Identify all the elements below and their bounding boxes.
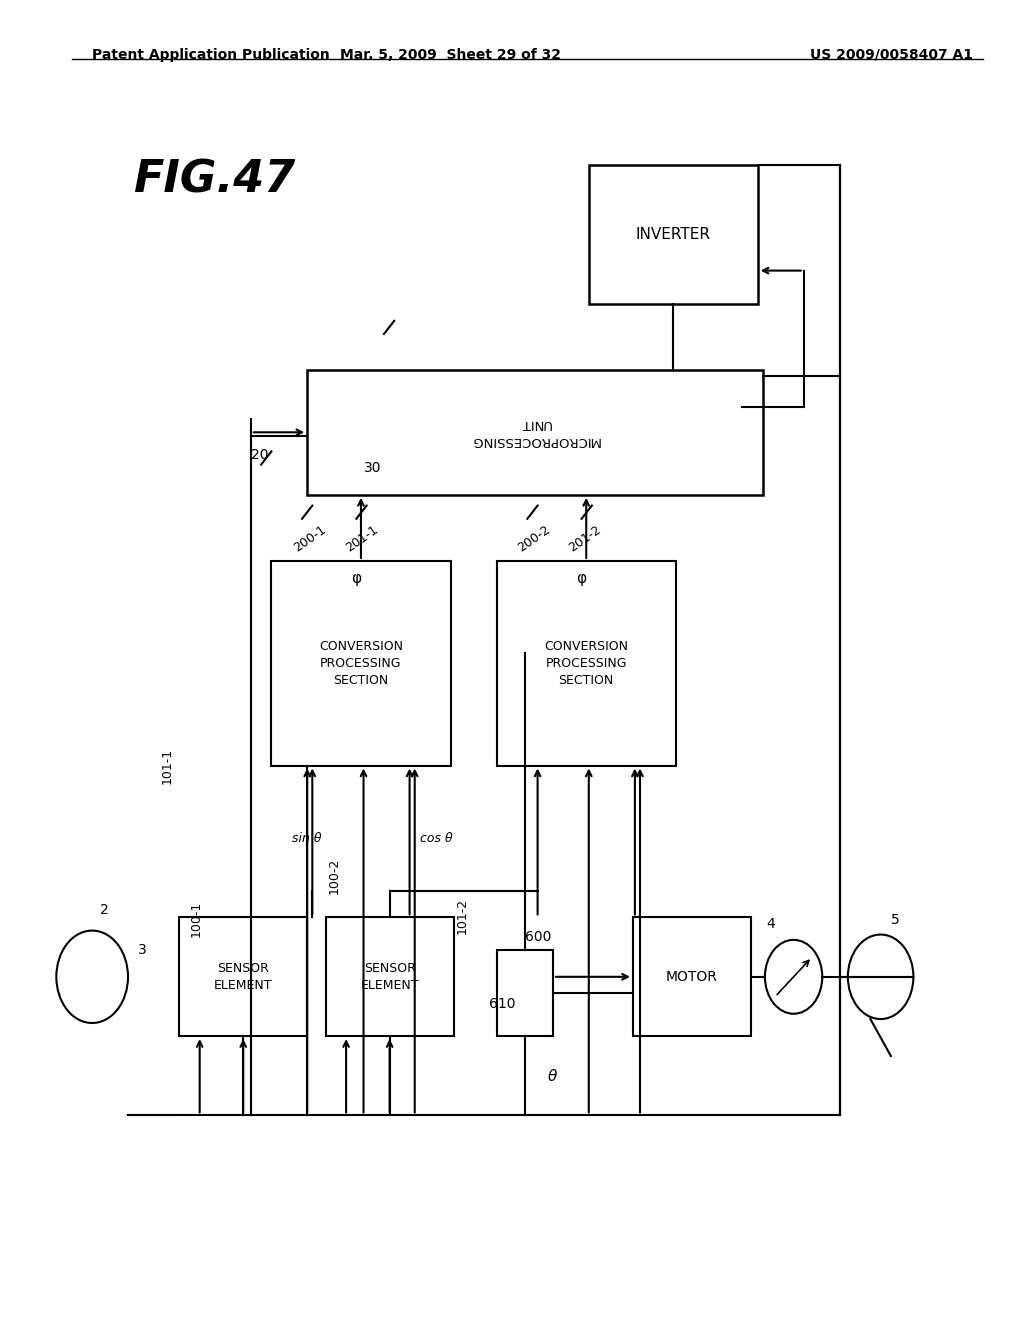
Bar [271, 561, 451, 766]
Text: MOTOR: MOTOR [666, 970, 718, 983]
Bar [307, 370, 763, 495]
Text: SENSOR
ELEMENT: SENSOR ELEMENT [214, 962, 272, 991]
Bar [179, 917, 307, 1036]
Text: 2: 2 [100, 903, 110, 917]
Text: US 2009/0058407 A1: US 2009/0058407 A1 [810, 48, 973, 62]
Text: 30: 30 [364, 461, 381, 475]
Text: cos θ: cos θ [420, 832, 453, 845]
Text: 200-1: 200-1 [292, 523, 329, 554]
Bar [497, 561, 676, 766]
Text: 4: 4 [766, 916, 775, 931]
Text: 600: 600 [525, 929, 552, 944]
Text: Patent Application Publication: Patent Application Publication [92, 48, 330, 62]
Text: 100-2: 100-2 [328, 858, 341, 894]
Text: CONVERSION
PROCESSING
SECTION: CONVERSION PROCESSING SECTION [318, 640, 403, 686]
Text: 610: 610 [488, 997, 515, 1011]
Bar [633, 917, 751, 1036]
Text: INVERTER: INVERTER [636, 227, 711, 242]
Text: Mar. 5, 2009  Sheet 29 of 32: Mar. 5, 2009 Sheet 29 of 32 [340, 48, 561, 62]
Text: 20: 20 [251, 447, 268, 462]
Text: CONVERSION
PROCESSING
SECTION: CONVERSION PROCESSING SECTION [544, 640, 629, 686]
Bar [589, 165, 758, 304]
Text: θ: θ [548, 1069, 557, 1084]
Text: MICROPROCESSING
UNIT: MICROPROCESSING UNIT [470, 417, 600, 447]
Text: 101-1: 101-1 [161, 747, 174, 784]
Text: sin θ: sin θ [292, 832, 322, 845]
Bar [326, 917, 454, 1036]
Bar [497, 950, 553, 1036]
Text: 100-1: 100-1 [189, 902, 203, 937]
Text: 3: 3 [138, 942, 147, 957]
Text: 201-1: 201-1 [343, 523, 380, 554]
Text: 200-2: 200-2 [515, 523, 552, 554]
Text: 101-2: 101-2 [456, 898, 469, 933]
Text: SENSOR
ELEMENT: SENSOR ELEMENT [360, 962, 419, 991]
Text: φ: φ [577, 570, 587, 586]
Text: FIG.47: FIG.47 [133, 158, 295, 202]
Text: 5: 5 [891, 912, 900, 927]
Text: 201-2: 201-2 [566, 523, 603, 554]
Text: φ: φ [351, 570, 361, 586]
